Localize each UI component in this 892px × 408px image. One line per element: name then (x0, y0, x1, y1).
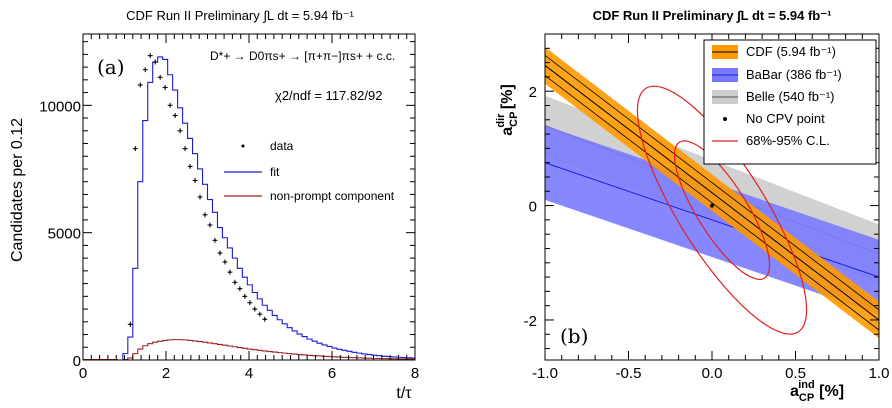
data-point (262, 316, 268, 322)
legend-label: non-prompt component (270, 189, 395, 203)
data-point (232, 279, 238, 285)
legend-entry-2: Belle (540 fb⁻¹) (712, 89, 835, 104)
data-point (162, 84, 168, 90)
legend-label: data (270, 139, 294, 153)
y-tick-label: 10000 (39, 98, 81, 115)
x-tick-label: -1.0 (532, 365, 558, 382)
cdf-central-line (545, 65, 879, 321)
legend-entry-fit: fit (224, 165, 280, 179)
data-point (132, 146, 138, 152)
data-point (247, 300, 253, 306)
data-point (237, 286, 243, 292)
babar-central-line (545, 162, 879, 278)
legend-label: 68%-95% C.L. (746, 133, 830, 148)
data-point (242, 293, 248, 299)
data-point (197, 194, 203, 200)
y-tick-label: -2 (524, 313, 537, 330)
legend-label: fit (270, 165, 280, 179)
data-point (192, 177, 198, 183)
x-tick-label: 0.0 (702, 365, 723, 382)
data-point (217, 250, 223, 256)
svg-text:aCPdir [%]: aCPdir [%] (495, 84, 520, 136)
data-point (212, 237, 218, 243)
legend-entry-0: CDF (5.94 fb⁻¹) (712, 44, 836, 59)
data-point (257, 311, 263, 317)
data-point (222, 259, 228, 265)
data-point (142, 67, 148, 73)
data-point (227, 269, 233, 275)
chi2-annotation: χ2/ndf = 117.82/92 (275, 88, 382, 103)
y-tick-label: 5000 (48, 226, 81, 243)
data-point (202, 212, 208, 218)
y-tick-label: 0 (73, 353, 81, 370)
decay-annotation: D*+ → D0πs+ → [π+π−]πs+ + c.c. (210, 49, 395, 63)
legend-entry-1: BaBar (386 fb⁻¹) (712, 67, 842, 82)
x-tick-label: -0.5 (616, 365, 642, 382)
y-tick-label: 0 (529, 199, 537, 216)
legend-entry-4: 68%-95% C.L. (712, 133, 830, 148)
cdf-band-edge (545, 55, 879, 311)
contour-95pct (636, 85, 808, 335)
x-tick-label: 0 (79, 365, 87, 382)
panel-a-ylabel: Candidates per 0.12 (9, 118, 26, 262)
panel-b-ylabel: aCPdir [%] (495, 84, 520, 136)
x-tick-label: 1.0 (869, 365, 890, 382)
data-point (187, 163, 193, 169)
y-tick-label: 2 (529, 84, 537, 101)
panel-a-xlabel: t/τ (396, 385, 412, 402)
cdf-band-edge (545, 75, 879, 331)
x-tick-label: 4 (245, 365, 253, 382)
panel-b-xlabel: aCPind [%] (790, 379, 844, 404)
fit-histogram (117, 56, 415, 360)
data-point (152, 59, 158, 65)
legend-marker (723, 117, 727, 121)
data-point (167, 102, 173, 108)
x-tick-label: 6 (328, 365, 336, 382)
legend-label: BaBar (386 fb⁻¹) (746, 67, 842, 82)
legend-marker (241, 144, 245, 148)
legend-label: No CPV point (746, 111, 825, 126)
panel-b-label: (b) (560, 324, 588, 348)
data-point (207, 222, 213, 228)
data-point (177, 128, 183, 134)
data-point (127, 321, 133, 327)
x-tick-label: 2 (162, 365, 170, 382)
no-cpv-point (710, 203, 714, 208)
legend-entry-non-prompt-component: non-prompt component (224, 189, 395, 203)
panel-a: CDF Run II Preliminary ∫L dt = 5.94 fb⁻¹… (9, 8, 419, 402)
legend-entry-data: data (241, 139, 294, 153)
panel-a-title: CDF Run II Preliminary ∫L dt = 5.94 fb⁻¹ (126, 8, 354, 23)
legend-label: Belle (540 fb⁻¹) (746, 89, 835, 104)
panel-b: CDF Run II Preliminary ∫L dt = 5.94 fb⁻¹… (495, 8, 889, 404)
data-point (172, 113, 178, 118)
x-tick-label: 0.5 (785, 365, 806, 382)
data-point (182, 146, 188, 152)
data-point (252, 306, 258, 312)
legend-entry-3: No CPV point (723, 111, 825, 126)
data-point (137, 82, 143, 88)
panel-b-title: CDF Run II Preliminary ∫L dt = 5.94 fb⁻¹ (593, 8, 832, 23)
legend-label: CDF (5.94 fb⁻¹) (746, 44, 836, 59)
data-point (147, 53, 153, 59)
panel-a-label: (a) (97, 55, 125, 79)
contour-68pct (673, 140, 771, 281)
non-prompt-histogram (117, 339, 415, 360)
data-point (157, 74, 163, 80)
svg-text:aCPind [%]: aCPind [%] (790, 379, 844, 404)
x-tick-label: 8 (411, 365, 419, 382)
